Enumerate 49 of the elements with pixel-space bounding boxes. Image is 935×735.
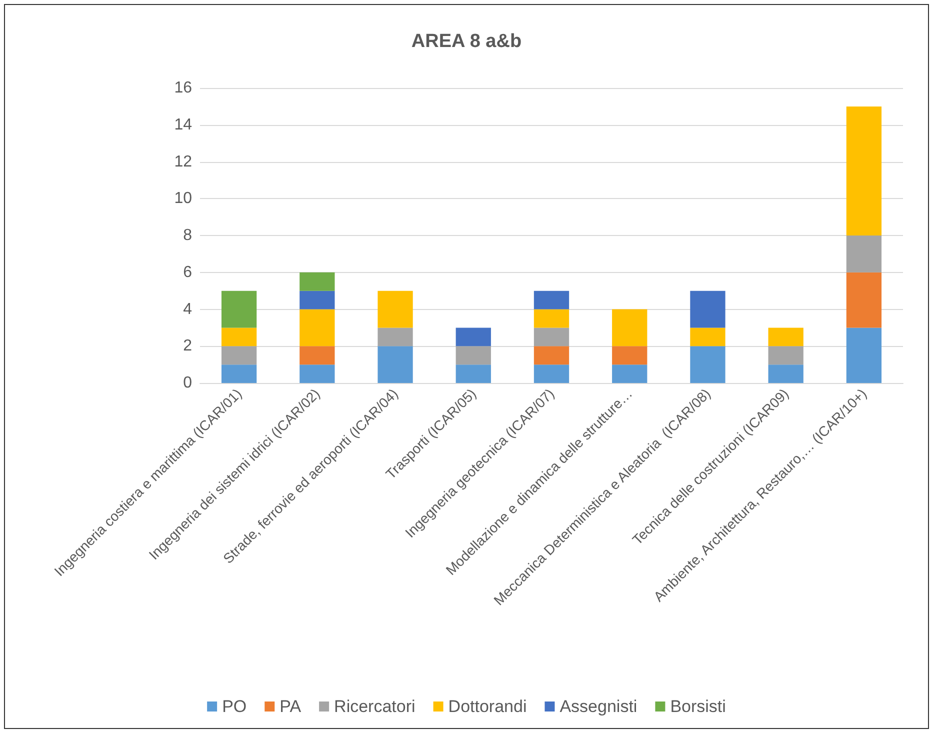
bar (846, 106, 882, 236)
legend-label: PA (280, 697, 302, 716)
bar (534, 364, 570, 383)
legend-label: Ricercatori (334, 697, 416, 716)
bar (456, 346, 491, 365)
bar (221, 346, 257, 365)
legend-label: Borsisti (670, 697, 726, 716)
bar (768, 328, 804, 346)
bar (221, 290, 257, 328)
bar (300, 290, 335, 310)
bar (690, 328, 726, 346)
y-tick-label: 6 (183, 264, 192, 281)
bar (534, 309, 570, 328)
bar (300, 346, 335, 365)
bar (846, 272, 882, 328)
bar (612, 346, 648, 365)
bar (456, 364, 491, 383)
y-tick-label: 12 (174, 153, 192, 170)
legend-label: Assegnisti (560, 697, 638, 716)
y-tick-label: 10 (174, 190, 192, 208)
bar (378, 328, 413, 346)
bar (690, 346, 726, 383)
y-tick-label: 14 (174, 116, 192, 134)
bar (221, 328, 257, 346)
bar (456, 328, 491, 346)
bar (768, 346, 804, 365)
bar (534, 328, 570, 346)
bar (300, 309, 335, 346)
bar (846, 328, 882, 383)
bar (534, 346, 570, 365)
bar (221, 364, 257, 383)
bar (300, 364, 335, 383)
bar (300, 272, 335, 291)
y-tick-label: 0 (183, 374, 192, 392)
bar (846, 236, 882, 272)
y-tick-label: 16 (174, 80, 192, 96)
bar (534, 290, 570, 310)
bar (612, 309, 648, 346)
bar (690, 290, 726, 328)
bar (612, 364, 648, 383)
legend-label: Dottorandi (448, 697, 527, 716)
legend-label: PO (222, 697, 247, 716)
bar (378, 346, 413, 383)
bar (378, 290, 413, 328)
y-tick-label: 2 (183, 338, 192, 355)
y-tick-label: 8 (183, 227, 192, 244)
y-tick-label: 4 (183, 300, 192, 318)
chart-title: AREA 8 a&b (411, 31, 522, 52)
bar (768, 364, 804, 383)
